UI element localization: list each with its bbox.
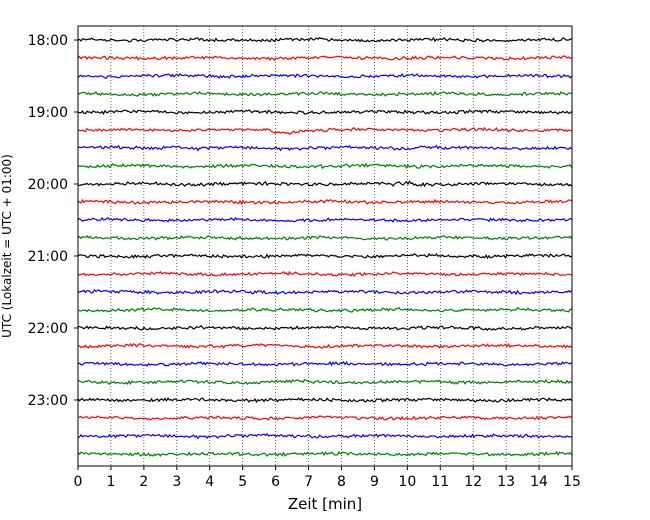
y-tick-label-1: 19:00 <box>28 105 68 121</box>
trace-line-14 <box>77 288 572 296</box>
y-axis: 18:00 19:00 20:00 21:00 22:00 23:00 <box>28 33 78 409</box>
trace-line-17 <box>77 342 572 349</box>
y-tick-label-2: 20:00 <box>28 177 68 193</box>
trace-line-21 <box>77 415 572 421</box>
x-tick-label-6: 6 <box>271 474 280 490</box>
trace-line-20 <box>77 397 572 404</box>
trace-line-9 <box>77 198 572 206</box>
x-tick-label-13: 13 <box>497 474 515 490</box>
trace-line-7 <box>77 162 573 170</box>
trace-line-15 <box>77 306 572 313</box>
trace-line-1 <box>77 55 572 62</box>
trace-line-3 <box>77 90 572 97</box>
y-axis-title: UTC (Lokalzeit = UTC + 01:00) <box>0 154 14 338</box>
trace-line-16 <box>78 324 572 332</box>
y-tick-label-3: 21:00 <box>28 249 68 265</box>
x-tick-label-8: 8 <box>337 474 346 490</box>
x-axis: 0 1 2 3 4 5 6 7 8 9 10 11 12 13 14 15 <box>74 466 581 490</box>
trace-line-19 <box>77 378 572 386</box>
y-tick-label-5: 23:00 <box>28 393 68 409</box>
x-tick-label-11: 11 <box>431 474 449 490</box>
trace-line-6 <box>77 144 572 152</box>
trace-line-5 <box>77 126 572 136</box>
trace-line-22 <box>77 432 572 440</box>
x-tick-label-14: 14 <box>530 474 548 490</box>
x-tick-label-2: 2 <box>139 474 148 490</box>
trace-line-2 <box>77 72 572 79</box>
x-tick-label-7: 7 <box>304 474 313 490</box>
trace-line-18 <box>77 360 572 367</box>
x-axis-title: Zeit [min] <box>288 495 362 513</box>
grid-lines <box>110 26 540 466</box>
trace-line-4 <box>77 109 572 115</box>
y-tick-label-4: 22:00 <box>28 321 68 337</box>
trace-lines <box>77 36 573 457</box>
x-tick-label-9: 9 <box>370 474 379 490</box>
x-tick-label-10: 10 <box>398 474 416 490</box>
y-tick-label-0: 18:00 <box>28 33 68 49</box>
x-tick-label-1: 1 <box>106 474 115 490</box>
x-tick-label-5: 5 <box>238 474 247 490</box>
trace-line-12 <box>77 252 572 260</box>
x-tick-label-0: 0 <box>74 474 83 490</box>
trace-line-11 <box>77 234 573 241</box>
trace-line-13 <box>77 270 572 278</box>
trace-line-0 <box>77 36 572 43</box>
trace-line-8 <box>77 180 572 188</box>
x-tick-label-15: 15 <box>563 474 581 490</box>
x-tick-label-3: 3 <box>172 474 181 490</box>
x-tick-label-4: 4 <box>205 474 214 490</box>
plot-frame <box>77 25 573 467</box>
x-tick-label-12: 12 <box>464 474 482 490</box>
trace-line-10 <box>77 216 572 223</box>
trace-line-23 <box>77 450 573 457</box>
